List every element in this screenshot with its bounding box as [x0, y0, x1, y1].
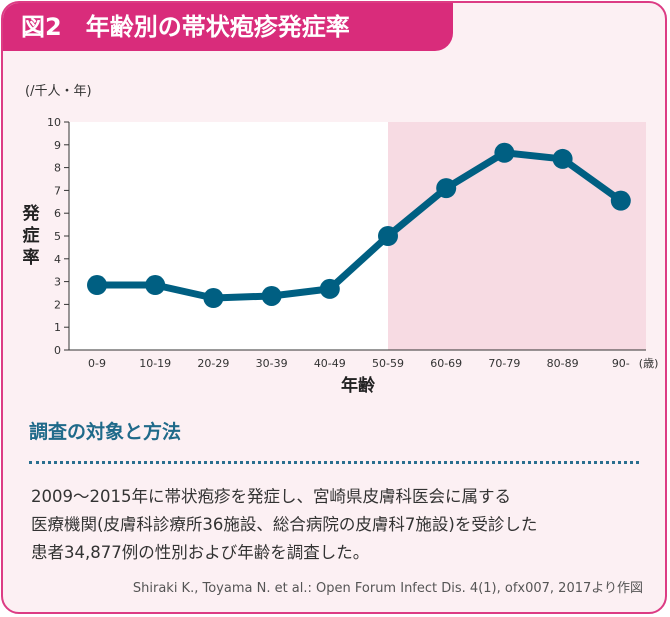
y-tick-label: 0 — [54, 344, 61, 357]
data-point — [552, 148, 573, 169]
data-point — [145, 275, 166, 296]
data-point — [436, 178, 457, 199]
x-unit-label: (歳) — [639, 357, 659, 370]
dotted-divider — [29, 461, 639, 464]
method-line: 患者34,877例の性別および年齢を調査した。 — [31, 543, 370, 562]
y-axis-label-char: 症 — [23, 225, 40, 246]
x-tick-label: 10-19 — [139, 357, 171, 370]
y-axis-label-char: 発 — [22, 203, 41, 224]
y-tick-label: 10 — [47, 116, 61, 129]
data-point — [610, 190, 631, 211]
x-tick-label: 90- — [612, 357, 630, 370]
y-tick-label: 5 — [54, 230, 61, 243]
data-point — [261, 285, 282, 306]
x-tick-label: 40-49 — [314, 357, 346, 370]
y-tick-label: 7 — [54, 184, 61, 197]
figure-title-text: 年齢別の帯状疱疹発症率 — [85, 13, 350, 41]
y-tick-label: 9 — [54, 139, 61, 152]
highlight-region — [388, 122, 646, 350]
figure-title: 図2 年齢別の帯状疱疹発症率 — [3, 3, 453, 51]
method-line: 医療機関(皮膚科診療所36施設、総合病院の皮膚科7施設)を受診した — [31, 515, 538, 534]
y-axis-label: 発症率 — [22, 203, 41, 268]
series-line — [97, 149, 623, 302]
method-text: 2009〜2015年に帯状疱疹を発症し、宮崎県皮膚科医会に属する 医療機関(皮膚… — [31, 483, 537, 567]
x-tick-label: 80-89 — [547, 357, 579, 370]
data-point — [203, 288, 224, 309]
x-tick-label: 0-9 — [88, 357, 106, 370]
method-line: 2009〜2015年に帯状疱疹を発症し、宮崎県皮膚科医会に属する — [31, 487, 511, 506]
y-tick-label: 1 — [54, 321, 61, 334]
x-tick-label: 60-69 — [430, 357, 462, 370]
y-tick-label: 2 — [54, 298, 61, 311]
section-title: 調査の対象と方法 — [29, 421, 182, 443]
line-chart: (/千人・年) 発症率 年齢 0 1 2 3 4 5 6 7 8 9 10 0-9 10-19 20-29… — [22, 84, 659, 396]
y-tick-label: 3 — [54, 276, 61, 289]
unit-label: (/千人・年) — [25, 84, 92, 99]
data-point — [494, 142, 515, 163]
x-tick-label: 30-39 — [256, 357, 288, 370]
y-tick-label: 4 — [54, 253, 61, 266]
x-tick-label: 50-59 — [372, 357, 404, 370]
figure-number: 図2 — [21, 13, 62, 41]
y-tick-label: 8 — [54, 162, 61, 175]
x-tick-label: 20-29 — [197, 357, 229, 370]
y-tick-label: 6 — [54, 207, 61, 220]
citation: Shiraki K., Toyama N. et al.: Open Forum… — [132, 581, 643, 596]
y-axis-label-char: 率 — [23, 247, 40, 268]
data-point — [319, 278, 340, 299]
data-point — [87, 275, 107, 296]
x-axis-label: 年齢 — [341, 375, 376, 396]
data-point — [378, 226, 398, 246]
x-tick-label: 70-79 — [488, 357, 520, 370]
